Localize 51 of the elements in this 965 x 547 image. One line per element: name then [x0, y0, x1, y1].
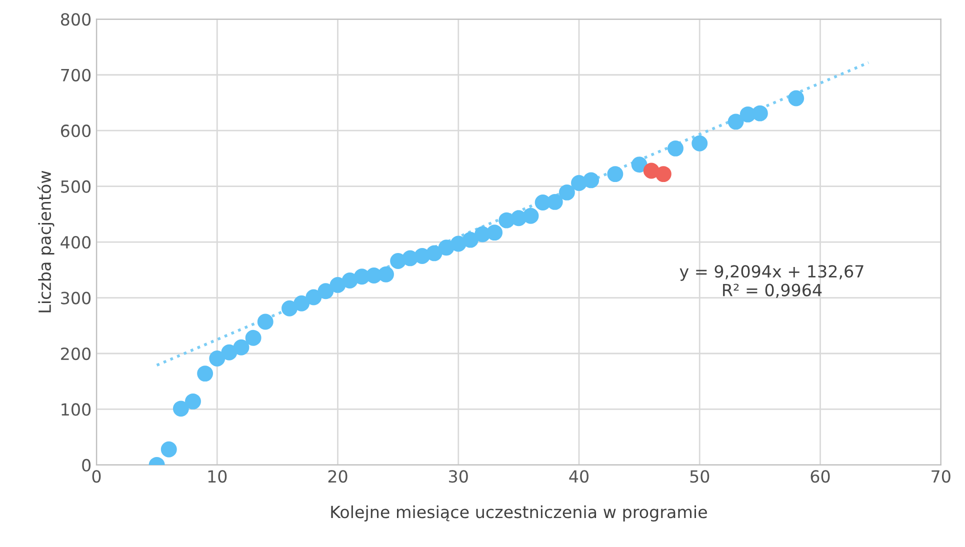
point: [546, 194, 563, 210]
point: [486, 224, 503, 241]
point: [752, 105, 768, 122]
x-tick-label: 50: [690, 470, 710, 483]
point: [522, 208, 539, 224]
point: [438, 240, 454, 256]
point: [306, 289, 322, 306]
y-tick-label: 300: [61, 292, 91, 304]
point: [318, 283, 334, 300]
point: [558, 184, 575, 200]
point: [607, 166, 624, 182]
point: [788, 90, 804, 106]
x-tick-label: 70: [932, 470, 950, 483]
y-tick-label: 200: [61, 347, 91, 360]
y-tick-label: 500: [61, 180, 91, 193]
point: [655, 166, 672, 182]
annotation: y = 9,2094x + 132,67 R² = 0,9964: [680, 265, 864, 298]
point: [728, 114, 744, 130]
x-tick-label: 60: [810, 470, 830, 483]
x-tick-label: 20: [328, 470, 348, 483]
point: [692, 135, 708, 152]
y-tick-label: 700: [61, 68, 91, 82]
x-tick-label: 30: [449, 470, 468, 483]
y-tick-label: 400: [60, 236, 91, 249]
point: [426, 245, 442, 262]
y-tick-label: 100: [62, 403, 91, 416]
point: [160, 441, 177, 458]
point: [330, 276, 346, 293]
point: [209, 350, 226, 366]
point: [294, 295, 310, 312]
point: [185, 393, 201, 410]
point: [221, 344, 238, 360]
x-axis-title: Kolejne miesiące uczestniczenia w programie: [331, 505, 707, 522]
y-tick-label: 0: [82, 458, 91, 472]
point: [282, 300, 298, 316]
point: [245, 330, 262, 346]
point: [462, 232, 478, 248]
x-tick-label: 0: [92, 470, 101, 483]
x-tick-label: 40: [569, 470, 588, 483]
point: [233, 339, 250, 356]
point: [172, 400, 189, 417]
point: [668, 140, 684, 156]
y-tick-label: 800: [60, 13, 91, 26]
y-axis-title: Liczba pacjentów: [37, 170, 54, 312]
point: [257, 314, 274, 330]
y-tick-label: 600: [60, 124, 91, 138]
point: [583, 172, 600, 188]
point: [631, 156, 648, 173]
x-tick-label: 10: [208, 470, 227, 483]
point: [378, 266, 394, 282]
point: [197, 366, 214, 382]
